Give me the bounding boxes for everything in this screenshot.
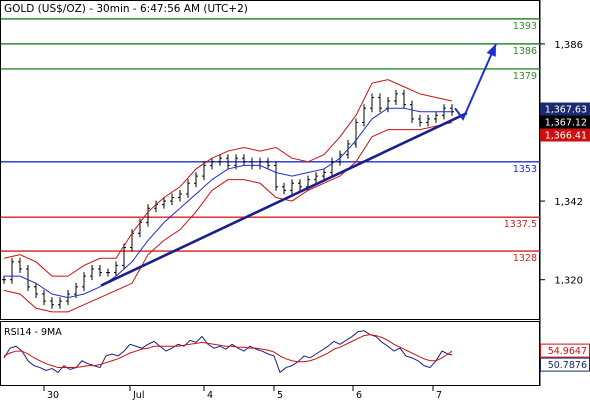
- projection-path: [454, 43, 497, 121]
- price-tag-label: 1,367.63: [545, 105, 587, 116]
- rsi-tag-label: 50.7876: [548, 360, 587, 371]
- price-tag-label: 1,366.41: [545, 131, 587, 142]
- chart-title: GOLD (US$/OZ) - 30min - 6:47:56 AM (UTC+…: [4, 3, 248, 15]
- price-tag-label: 1,367.12: [545, 118, 587, 129]
- price-panel-frame: [0, 0, 540, 320]
- series-line-1: [3, 79, 453, 277]
- y-tick-label: 1,342: [554, 197, 583, 208]
- price-tag-box: [540, 128, 590, 142]
- x-tick-label: 6: [356, 390, 362, 400]
- rsi-panel-frame: [0, 321, 540, 386]
- series-line-2: [3, 121, 453, 313]
- projection-arrowhead: [486, 43, 496, 57]
- y-tick-label: 1,386: [554, 40, 583, 51]
- level-label: 1353: [513, 164, 537, 175]
- level-label: 1337.5: [504, 219, 537, 230]
- series-line-3: [4, 107, 452, 299]
- trend-annotations: [100, 43, 497, 287]
- rsi-series: [3, 330, 453, 374]
- level-label: 1379: [513, 71, 537, 82]
- level-label: 1393: [513, 21, 537, 32]
- support-resistance-levels: 1393 1386 1379 1353 1337.5 1328: [1, 18, 540, 264]
- trendline: [100, 112, 468, 287]
- level-label: 1386: [513, 46, 537, 57]
- rsi-tag-label: 54.9647: [548, 346, 587, 357]
- x-tick-label: 5: [277, 390, 283, 400]
- x-tick-label: Jul: [132, 390, 144, 400]
- rsi-panel-title: RSI14 - 9MA: [4, 327, 62, 338]
- price-series: [2, 79, 454, 313]
- x-tick-label: 30: [47, 390, 59, 400]
- x-tick-label: 7: [436, 390, 442, 400]
- rsi-line-1: [3, 334, 453, 369]
- y-tick-label: 1,320: [554, 276, 583, 287]
- price-tags: 1,367.63 1,367.12 1,366.41 54.9647 50.7876: [540, 102, 590, 372]
- x-tick-label: 4: [207, 390, 213, 400]
- price-tag-box: [540, 115, 590, 129]
- level-label: 1328: [513, 253, 537, 264]
- price-tag-box: [540, 102, 590, 116]
- chart-axes: 1,386 1,342 1,320 30 Jul 4 5 6 7: [43, 40, 583, 401]
